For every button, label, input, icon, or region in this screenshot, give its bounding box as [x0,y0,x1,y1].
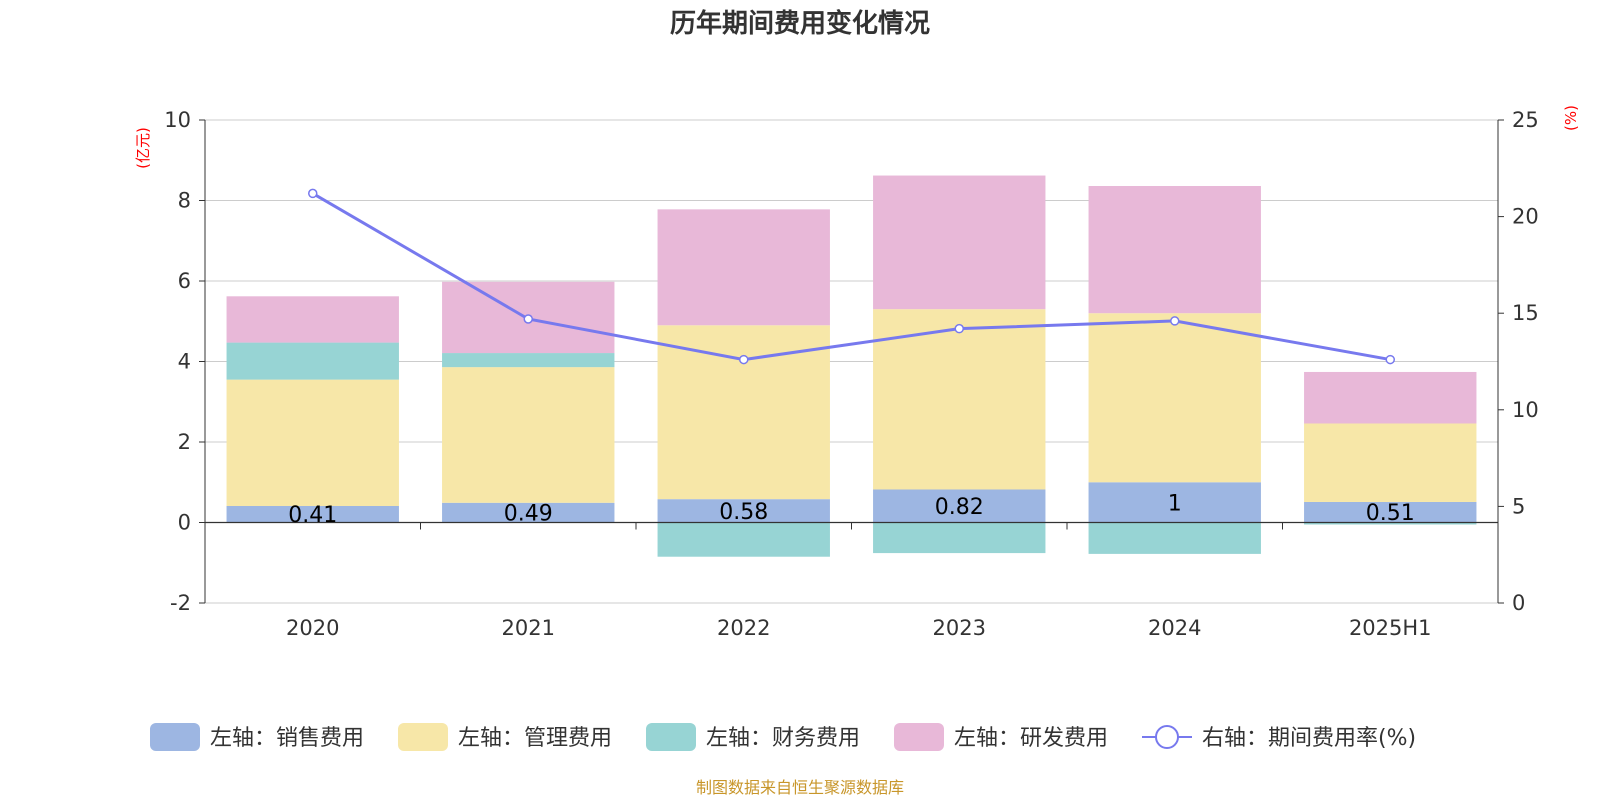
rate-point [1170,316,1180,326]
right-tick-label: 20 [1512,205,1539,229]
left-tick-label: -2 [170,591,191,615]
bar-segment-2 [657,325,830,500]
bar-segment-1 [442,502,615,523]
left-tick-label: 10 [164,108,191,132]
legend-marker [1155,725,1179,749]
data-label: 0.49 [504,502,553,527]
data-label: 0.82 [935,495,984,520]
x-tick-label: 2020 [286,616,339,640]
bar-segment-4 [226,296,399,343]
x-tick-label: 2022 [717,616,770,640]
bar-segment-2 [873,309,1046,490]
bar-segment-4 [1088,186,1261,314]
rate-line [308,188,1395,365]
right-tick-label: 10 [1512,398,1539,422]
chart-title: 历年期间费用变化情况 [670,8,930,39]
data-label: 0.51 [1366,501,1415,526]
left-tick-label: 0 [178,511,191,535]
bar-segment-4 [873,175,1046,310]
left-axis-unit: (亿元) [134,127,152,169]
rate-line-path [311,192,1391,362]
legend-label: 左轴：财务费用 [706,726,860,751]
bar-segment-1 [1088,482,1261,523]
data-label: 1 [1168,491,1182,516]
left-tick-label: 6 [178,269,191,293]
legend-label: 右轴：期间费用率(%) [1202,726,1416,751]
bar-segment-2 [1088,313,1261,483]
bar-segment-1 [226,505,399,523]
right-axis-unit: (%) [1562,105,1580,131]
rate-point [1385,354,1395,365]
x-tick-label: 2021 [502,616,555,640]
legend-swatch [150,723,200,751]
data-label: 0.41 [288,503,337,528]
bars [226,175,1477,557]
bar-segment-2 [442,367,615,503]
bar-segment-3 [873,522,1046,554]
bar-segment-4 [657,209,830,326]
bar-segment-1 [657,499,830,523]
left-tick-label: 8 [178,189,191,213]
bar-segment-3 [1088,522,1261,554]
legend-label: 左轴：销售费用 [210,726,364,751]
bar-segment-3 [1304,522,1477,525]
bar-segment-4 [1304,371,1477,424]
bar-segment-3 [442,353,615,368]
footer-source: 制图数据来自恒生聚源数据库 [696,778,904,797]
legend-swatch [894,723,944,751]
rate-point [308,188,318,199]
left-tick-label: 2 [178,430,191,454]
bar-segment-2 [1304,423,1477,502]
rate-point [523,314,533,324]
x-tick-label: 2023 [933,616,986,640]
legend-label: 左轴：研发费用 [954,726,1108,751]
right-tick-label: 0 [1512,591,1525,615]
legend-swatch [398,723,448,751]
legend-swatch [646,723,696,751]
right-tick-label: 5 [1512,494,1525,518]
right-tick-label: 25 [1512,108,1539,132]
data-labels: 0.41 0.49 0.58 0.82 1 0.51 [288,491,1414,528]
bar-segment-3 [226,342,399,380]
bar-segment-1 [1304,501,1477,523]
legend: 左轴：销售费用 左轴：管理费用 左轴：财务费用 左轴：研发费用 右轴：期间费用率(%) [150,723,1416,751]
bar-segment-3 [657,522,830,557]
rate-point [954,323,964,334]
data-label: 0.58 [719,500,768,525]
x-tick-label: 2024 [1148,616,1201,640]
x-tick-label: 2025H1 [1349,616,1432,640]
right-tick-label: 15 [1512,301,1539,325]
left-tick-label: 4 [178,350,191,374]
bar-segment-2 [226,379,399,506]
axes: -2 0 2 4 6 8 10 0 5 10 15 20 25 2020 2021 2022 2023 2024 2… [164,108,1538,640]
legend-label: 左轴：管理费用 [458,726,612,751]
bar-segment-1 [873,489,1046,523]
rate-point [739,354,749,365]
